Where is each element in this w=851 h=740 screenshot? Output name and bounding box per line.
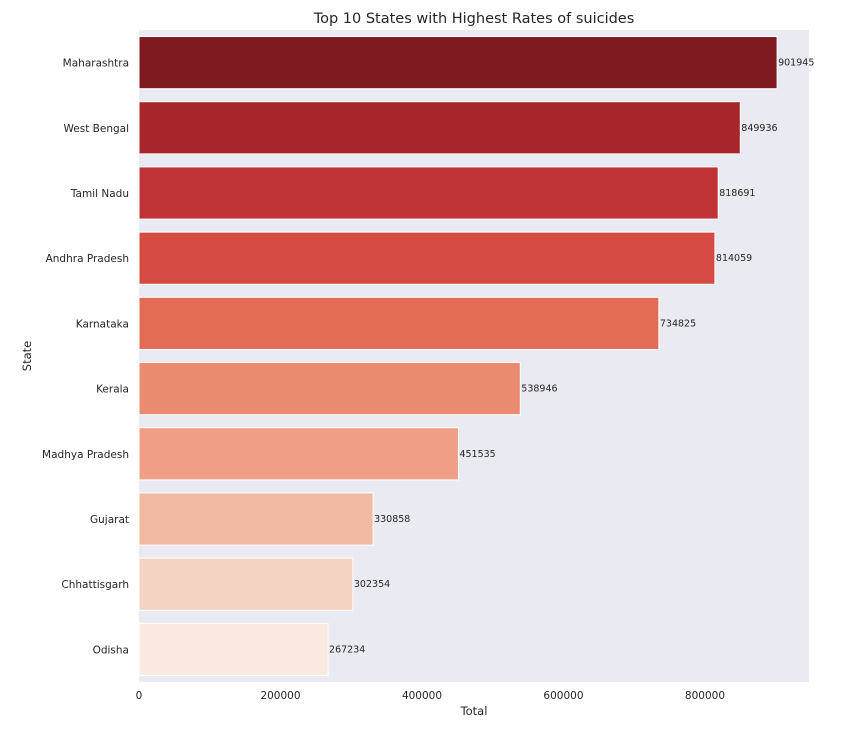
data-label: 302354	[354, 579, 390, 590]
data-label: 818691	[719, 188, 755, 199]
data-label: 814059	[716, 253, 752, 264]
y-tick-label: Tamil Nadu	[70, 188, 129, 200]
x-axis-label: Total	[460, 704, 488, 718]
data-label: 849936	[741, 123, 777, 134]
x-tick-label: 600000	[543, 690, 583, 702]
bar	[138, 296, 660, 350]
y-tick-label: Maharashtra	[63, 58, 129, 70]
x-tick-labels: 0 200000 400000 600000 800000	[136, 690, 725, 702]
bar-group	[138, 36, 778, 676]
y-tick-label: Madhya Pradesh	[42, 449, 129, 461]
data-label: 734825	[660, 318, 696, 329]
data-label: 330858	[374, 514, 410, 525]
y-tick-label: Andhra Pradesh	[46, 253, 129, 265]
data-labels: 901945 849936 818691 814059 734825 538946 4515…	[329, 58, 814, 656]
y-tick-label: Karnataka	[76, 318, 129, 330]
bar	[138, 231, 716, 285]
data-label: 901945	[778, 58, 814, 69]
y-tick-label: Kerala	[96, 384, 129, 396]
y-tick-label: West Bengal	[64, 123, 130, 135]
x-tick-label: 0	[136, 690, 143, 702]
chart-title: Top 10 States with Highest Rates of suic…	[313, 11, 635, 27]
data-label: 451535	[459, 449, 495, 460]
bar	[138, 557, 354, 611]
bar	[138, 362, 521, 416]
y-tick-label: Odisha	[93, 644, 129, 656]
y-tick-label: Chhattisgarh	[61, 579, 129, 591]
bar	[138, 166, 719, 220]
y-axis-label: State	[20, 341, 34, 371]
bar	[138, 101, 741, 155]
bar	[138, 36, 778, 90]
bar	[138, 427, 459, 481]
x-tick-label: 400000	[402, 690, 442, 702]
data-label: 538946	[521, 384, 557, 395]
bar	[138, 622, 329, 676]
x-tick-label: 200000	[260, 690, 300, 702]
bar	[138, 492, 374, 546]
data-label: 267234	[329, 644, 365, 655]
y-tick-labels: Maharashtra West Bengal Tamil Nadu Andhra P…	[42, 58, 129, 657]
y-tick-label: Gujarat	[90, 514, 129, 526]
x-tick-label: 800000	[685, 690, 725, 702]
